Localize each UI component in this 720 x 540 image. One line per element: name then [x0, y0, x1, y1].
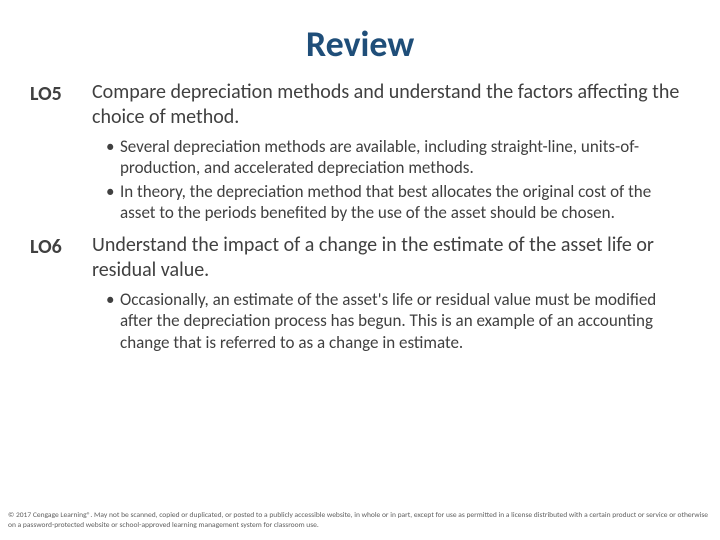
bullet-item: In theory, the depreciation method that … [106, 181, 690, 224]
slide-container: Review LO5 Compare depreciation methods … [0, 0, 720, 361]
bullet-list: Occasionally, an estimate of the asset's… [92, 289, 690, 353]
copyright-footer: © 2017 Cengage Learning®. May not be sca… [8, 511, 712, 530]
lo-row: LO6 Understand the impact of a change in… [30, 233, 690, 361]
lo-row: LO5 Compare depreciation methods and und… [30, 80, 690, 231]
lo-text: Compare depreciation methods and underst… [92, 80, 690, 130]
lo-content: Compare depreciation methods and underst… [92, 80, 690, 231]
lo-content: Understand the impact of a change in the… [92, 233, 690, 361]
lo-label: LO6 [30, 233, 92, 361]
lo-text: Understand the impact of a change in the… [92, 233, 690, 283]
bullet-item: Occasionally, an estimate of the asset's… [106, 289, 690, 353]
bullet-list: Several depreciation methods are availab… [92, 136, 690, 223]
bullet-item: Several depreciation methods are availab… [106, 136, 690, 179]
lo-label: LO5 [30, 80, 92, 231]
slide-title: Review [30, 22, 690, 66]
